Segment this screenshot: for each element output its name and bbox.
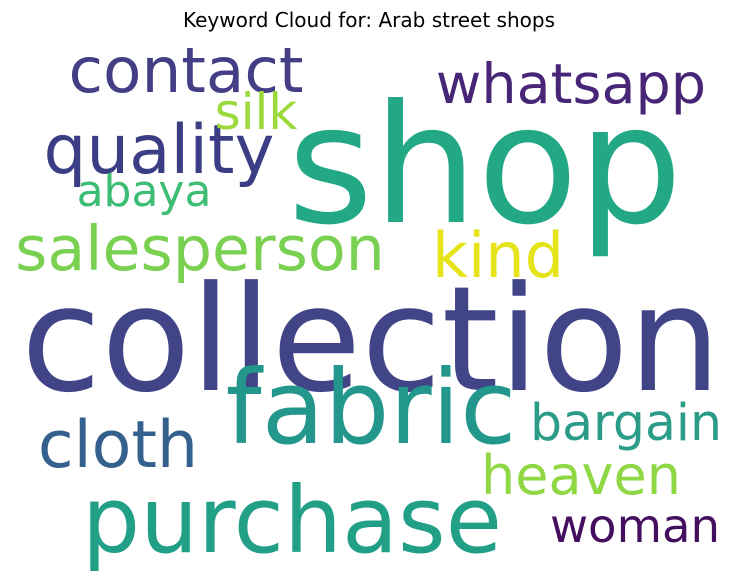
word-collection: collection — [21, 256, 721, 425]
word-salesperson: salesperson — [15, 213, 385, 285]
word-silk: silk — [215, 83, 298, 141]
word-shop: shop — [287, 69, 682, 261]
word-quality: quality — [44, 110, 275, 189]
chart-title: Keyword Cloud for: Arab street shops — [183, 8, 555, 32]
word-abaya: abaya — [77, 166, 212, 217]
word-cloth: cloth — [38, 408, 198, 483]
word-fabric: fabric — [226, 349, 517, 468]
word-contact: contact — [69, 34, 304, 107]
word-purchase: purchase — [82, 467, 502, 574]
word-kind: kind — [432, 219, 564, 292]
word-woman: woman — [550, 499, 720, 553]
word-heaven: heaven — [481, 444, 681, 507]
word-whatsapp: whatsapp — [436, 52, 706, 117]
word-bargain: bargain — [530, 393, 722, 452]
